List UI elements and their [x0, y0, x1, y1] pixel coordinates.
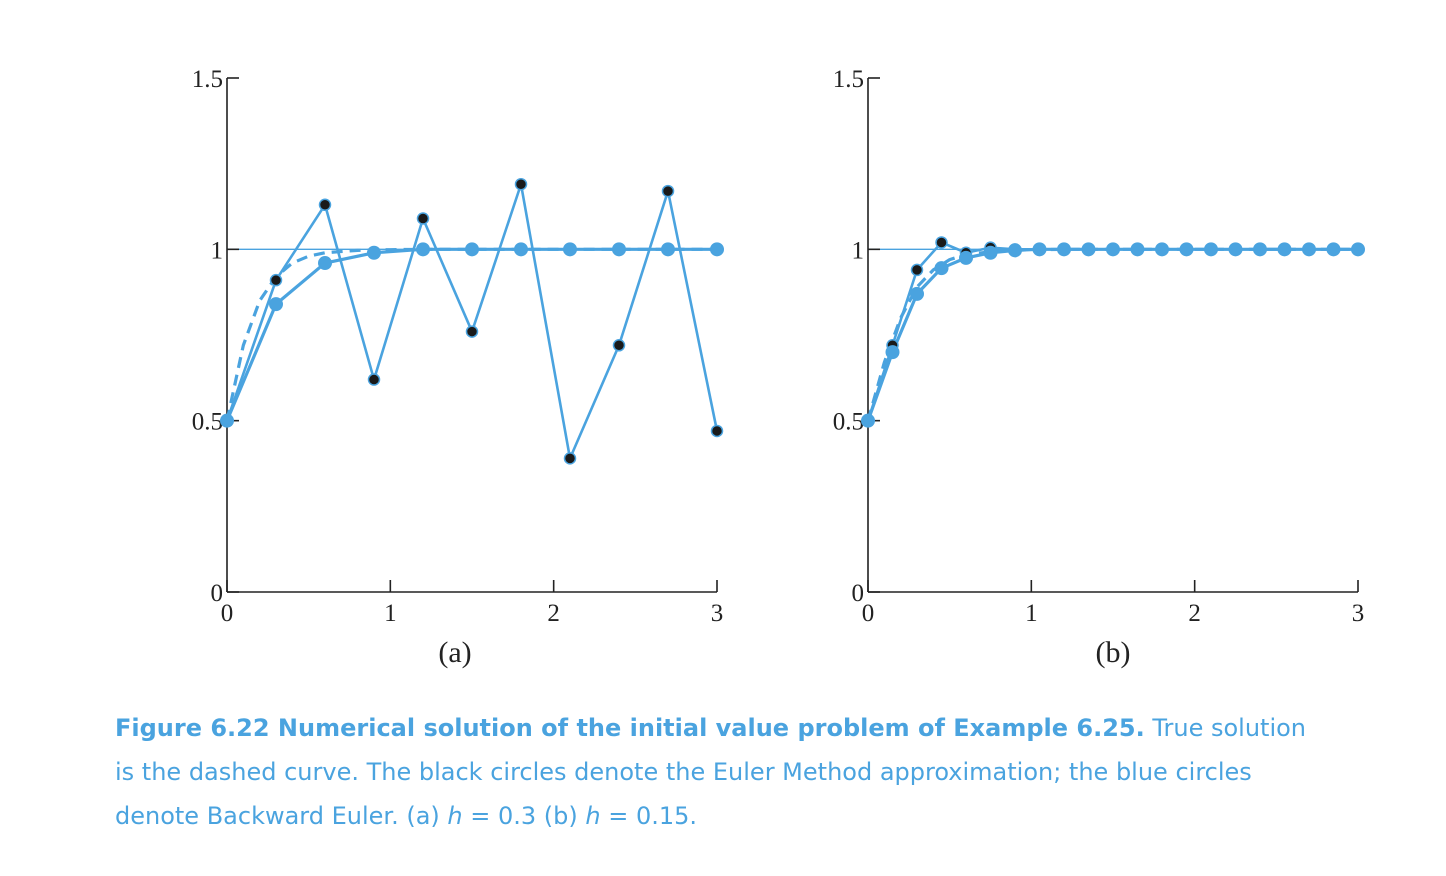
- x-tick-label: 2: [547, 600, 560, 627]
- backward-euler-point: [861, 413, 875, 428]
- backward-euler-point: [514, 242, 528, 257]
- backward-euler-point: [1008, 243, 1022, 258]
- y-tick-label: 1.5: [192, 66, 223, 93]
- backward-euler-point: [959, 250, 973, 265]
- panel-label: (b): [1096, 636, 1131, 669]
- backward-euler-point: [1302, 242, 1316, 257]
- backward-euler-point: [1228, 242, 1243, 257]
- caption-text: True solution is the dashed curve. The b…: [115, 714, 1307, 830]
- backward-euler-point: [885, 345, 900, 360]
- y-tick-label: 1: [852, 237, 865, 264]
- caption-h-symbol-b: h: [585, 802, 601, 830]
- x-tick-label: 3: [1352, 600, 1365, 627]
- x-tick-label: 0: [221, 600, 234, 627]
- backward-euler-point: [661, 242, 675, 257]
- chart-panel-b: 0 0.5 1 1.5 0 1 2 3 (b): [833, 66, 1365, 669]
- backward-euler-point: [1155, 242, 1169, 257]
- backward-euler-point: [1204, 242, 1218, 257]
- backward-euler-point: [1032, 242, 1047, 257]
- euler-point: [465, 325, 479, 338]
- backward-euler-point: [1130, 242, 1145, 257]
- figure-caption: Figure 6.22 Numerical solution of the in…: [115, 706, 1315, 838]
- euler-point: [367, 373, 381, 386]
- caption-heading: Figure 6.22 Numerical solution of the in…: [115, 714, 1145, 742]
- euler-point: [910, 263, 924, 277]
- caption-eq-b: = 0.15.: [600, 802, 698, 830]
- y-tick-label: 0: [211, 580, 224, 607]
- caption-h-symbol-a: h: [447, 802, 463, 830]
- backward-euler-point: [269, 297, 283, 312]
- backward-euler-point: [465, 242, 479, 257]
- backward-euler-point: [1179, 242, 1194, 257]
- backward-euler-point: [1106, 242, 1120, 257]
- x-tick-label: 3: [711, 600, 724, 627]
- backward-euler-point: [934, 261, 949, 276]
- euler-point: [514, 177, 528, 191]
- y-tick-label: 0.5: [192, 409, 223, 436]
- backward-euler-point: [910, 286, 924, 301]
- y-tick-label: 0.5: [833, 409, 864, 436]
- caption-eq-a: = 0.3 (b): [462, 802, 586, 830]
- euler-line: [225, 182, 719, 460]
- euler-point: [416, 212, 430, 225]
- x-tick-label: 2: [1188, 600, 1201, 627]
- euler-point: [661, 184, 675, 198]
- x-tick-label: 1: [384, 600, 397, 627]
- chart-panel-a: 0 0.5 1 1.5 0 1 2 3 (a): [192, 66, 724, 669]
- backward-euler-point: [220, 413, 234, 428]
- backward-euler-point: [563, 242, 577, 257]
- y-tick-label: 0: [852, 580, 865, 607]
- euler-point: [710, 424, 724, 438]
- backward-euler-point: [1277, 242, 1292, 257]
- y-tick-label: 1.5: [833, 66, 864, 93]
- euler-point: [612, 339, 626, 352]
- y-tick-label: 1: [211, 237, 224, 264]
- backward-euler-point: [710, 242, 724, 257]
- euler-point: [563, 452, 577, 465]
- euler-point: [318, 198, 332, 212]
- x-tick-label: 0: [862, 600, 875, 627]
- euler-point: [935, 236, 948, 249]
- backward-euler-point: [612, 242, 626, 257]
- backward-euler-point: [416, 242, 430, 257]
- euler-point: [269, 273, 283, 287]
- x-tick-label: 1: [1025, 600, 1038, 627]
- backward-euler-point: [983, 245, 998, 260]
- panel-label: (a): [438, 636, 471, 669]
- backward-euler-point: [1351, 242, 1365, 257]
- backward-euler-point: [1081, 242, 1096, 257]
- backward-euler-point: [318, 256, 332, 271]
- backward-euler-point: [1326, 242, 1341, 257]
- backward-euler-point: [1253, 242, 1267, 257]
- backward-euler-point: [1057, 242, 1071, 257]
- backward-euler-point: [367, 245, 381, 260]
